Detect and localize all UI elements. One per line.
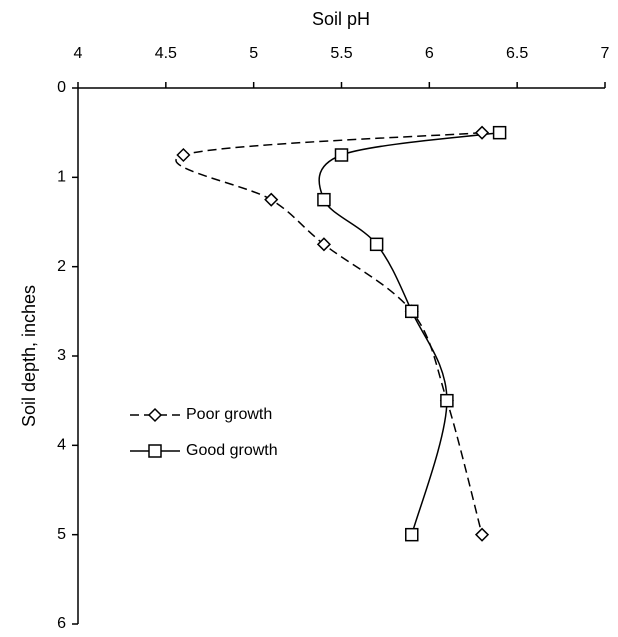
x-tick-label: 4 (74, 45, 83, 62)
y-tick-label: 1 (57, 169, 66, 186)
x-tick-label: 5 (249, 45, 258, 62)
x-tick-label: 6 (425, 45, 434, 62)
data-point (316, 237, 331, 252)
data-point (405, 304, 419, 319)
data-point (492, 125, 507, 140)
data-point (176, 147, 191, 163)
y-tick-label: 4 (57, 437, 66, 454)
x-tick-label: 7 (601, 45, 610, 62)
data-point (440, 393, 454, 408)
data-point (474, 527, 490, 542)
x-axis-title: Soil pH (312, 9, 370, 29)
series-line (318, 131, 500, 535)
data-point (317, 192, 331, 207)
y-tick-label: 0 (57, 79, 66, 96)
y-tick-label: 2 (57, 258, 66, 275)
x-tick-label: 4.5 (155, 45, 177, 62)
data-point (369, 237, 384, 252)
legend-marker (148, 444, 162, 458)
data-point (474, 125, 490, 140)
legend-marker (147, 407, 163, 423)
y-tick-label: 3 (57, 347, 66, 364)
x-tick-label: 5.5 (330, 45, 352, 62)
y-tick-label: 6 (57, 615, 66, 632)
data-point (264, 192, 279, 207)
y-axis-title: Soil depth, inches (19, 285, 39, 427)
data-point (334, 148, 349, 162)
data-point (405, 527, 419, 542)
legend-label: Poor growth (186, 406, 272, 423)
legend-label: Good growth (186, 442, 278, 459)
x-tick-label: 6.5 (506, 45, 528, 62)
y-tick-label: 5 (57, 526, 66, 543)
